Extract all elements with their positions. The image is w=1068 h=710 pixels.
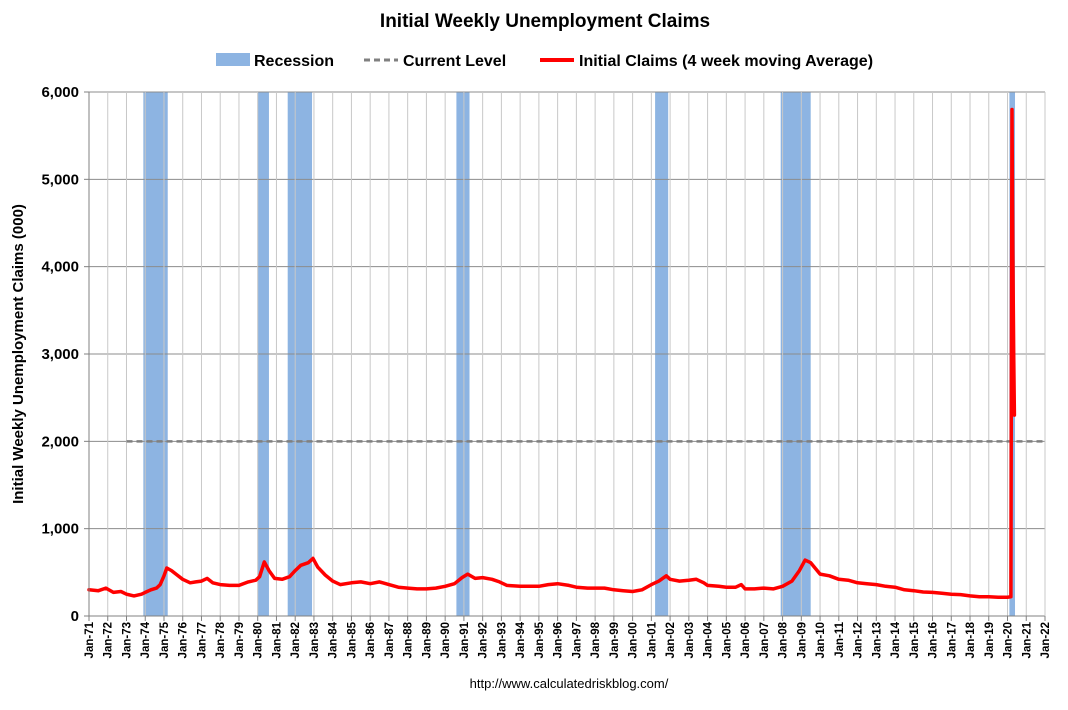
x-tick-label: Jan-04 <box>703 621 715 658</box>
series <box>87 107 1017 599</box>
x-tick-label: Jan-21 <box>1021 621 1033 658</box>
x-tick-label: Jan-74 <box>140 621 152 658</box>
x-tick-label: Jan-06 <box>740 622 752 658</box>
x-tick-label: Jan-01 <box>646 621 658 658</box>
x-tick-label: Jan-75 <box>159 621 171 658</box>
legend: Recession Current Level Initial Claims (… <box>216 53 873 70</box>
y-tick-label: 5,000 <box>41 171 79 188</box>
x-tick-label: Jan-99 <box>609 622 621 658</box>
y-axis-label: Initial Weekly Unemployment Claims (000) <box>10 204 27 504</box>
x-tick-label: Jan-05 <box>721 621 733 658</box>
x-tick-label: Jan-00 <box>628 622 640 658</box>
x-tick-label: Jan-10 <box>815 622 827 658</box>
x-tick-label: Jan-94 <box>515 621 527 658</box>
y-tick-label: 1,000 <box>41 521 79 538</box>
x-tick-label: Jan-87 <box>384 622 396 658</box>
x-tick-label: Jan-90 <box>440 622 452 658</box>
gridlines <box>89 91 1046 616</box>
x-tick-label: Jan-80 <box>253 622 265 658</box>
x-tick-label: Jan-17 <box>946 622 958 658</box>
x-tick-label: Jan-12 <box>853 622 865 658</box>
x-tick-label: Jan-07 <box>759 622 771 658</box>
y-tick-label: 2,000 <box>41 433 79 450</box>
x-tick-label: Jan-18 <box>965 621 977 658</box>
x-tick-label: Jan-95 <box>534 621 546 658</box>
y-tick-label: 0 <box>71 608 79 625</box>
x-tick-label: Jan-79 <box>234 622 246 658</box>
x-tick-label: Jan-19 <box>984 622 996 658</box>
x-tick-label: Jan-84 <box>328 621 340 658</box>
y-tick-label: 3,000 <box>41 346 79 363</box>
x-tick-label: Jan-20 <box>1003 622 1015 658</box>
series-line-initial-claims <box>87 107 1017 599</box>
x-tick-label: Jan-92 <box>478 622 490 658</box>
x-tick-label: Jan-72 <box>103 622 115 658</box>
y-tick-label: 6,000 <box>41 84 79 101</box>
x-tick-label: Jan-89 <box>421 622 433 658</box>
legend-label-current-level: Current Level <box>403 53 506 70</box>
x-tick-label: Jan-86 <box>365 622 377 658</box>
x-tick-label: Jan-91 <box>459 621 471 658</box>
x-tick-label: Jan-85 <box>346 621 358 658</box>
legend-swatch-recession <box>216 53 250 66</box>
x-tick-label: Jan-22 <box>1040 622 1052 658</box>
x-tick-label: Jan-71 <box>84 621 96 658</box>
x-tick-label: Jan-03 <box>684 622 696 658</box>
x-tick-label: Jan-02 <box>665 622 677 658</box>
x-tick-label: Jan-15 <box>909 621 921 658</box>
x-tick-label: Jan-83 <box>309 622 321 658</box>
x-tick-label: Jan-98 <box>590 621 602 658</box>
x-tick-labels: Jan-71 Jan-72 Jan-73 Jan-74 Jan-75 Jan-76 Jan-… <box>84 616 1052 658</box>
x-tick-label: Jan-88 <box>403 621 415 658</box>
chart-title: Initial Weekly Unemployment Claims <box>380 11 710 32</box>
x-tick-label: Jan-77 <box>197 622 209 658</box>
x-tick-label: Jan-16 <box>928 622 940 658</box>
x-tick-label: Jan-11 <box>834 621 846 657</box>
x-tick-label: Jan-73 <box>122 622 134 658</box>
x-tick-label: Jan-81 <box>272 621 284 658</box>
y-tick-label: 4,000 <box>41 259 79 276</box>
x-tick-label: Jan-76 <box>178 622 190 658</box>
legend-label-recession: Recession <box>254 53 334 70</box>
x-tick-label: Jan-08 <box>778 621 790 658</box>
x-tick-label: Jan-82 <box>290 622 302 658</box>
x-tick-label: Jan-93 <box>496 622 508 658</box>
source-url: http://www.calculatedriskblog.com/ <box>470 676 669 691</box>
x-tick-label: Jan-78 <box>215 621 227 658</box>
y-tick-labels: 0 1,000 2,000 3,000 4,000 5,000 6,000 <box>41 84 89 625</box>
x-tick-label: Jan-97 <box>571 622 583 658</box>
x-tick-label: Jan-14 <box>890 621 902 658</box>
x-tick-label: Jan-96 <box>553 622 565 658</box>
x-tick-label: Jan-09 <box>796 622 808 658</box>
x-tick-label: Jan-13 <box>871 622 883 658</box>
legend-label-initial-claims: Initial Claims (4 week moving Average) <box>579 53 873 70</box>
